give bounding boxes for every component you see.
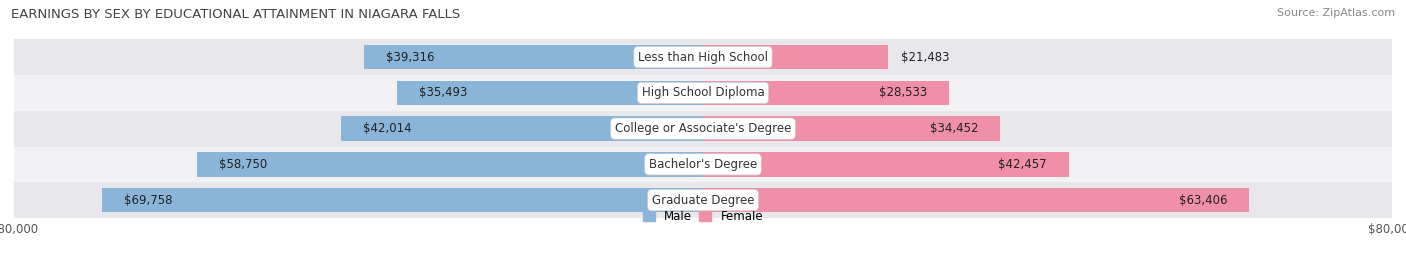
- Bar: [14, 75, 1392, 111]
- Bar: [197, 152, 703, 177]
- Text: $34,452: $34,452: [929, 122, 979, 135]
- Text: $42,457: $42,457: [998, 158, 1047, 171]
- Text: $28,533: $28,533: [879, 86, 927, 99]
- Text: $63,406: $63,406: [1180, 193, 1227, 207]
- Text: Source: ZipAtlas.com: Source: ZipAtlas.com: [1277, 8, 1395, 18]
- Text: $39,316: $39,316: [387, 51, 434, 64]
- Bar: [14, 39, 1392, 75]
- Bar: [703, 81, 949, 105]
- Text: $21,483: $21,483: [901, 51, 949, 64]
- Legend: Male, Female: Male, Female: [643, 210, 763, 223]
- Text: Less than High School: Less than High School: [638, 51, 768, 64]
- Text: $35,493: $35,493: [419, 86, 467, 99]
- Text: EARNINGS BY SEX BY EDUCATIONAL ATTAINMENT IN NIAGARA FALLS: EARNINGS BY SEX BY EDUCATIONAL ATTAINMEN…: [11, 8, 461, 21]
- Bar: [703, 117, 1000, 141]
- Text: Bachelor's Degree: Bachelor's Degree: [650, 158, 756, 171]
- Bar: [14, 147, 1392, 182]
- Bar: [703, 45, 889, 69]
- Bar: [103, 188, 703, 212]
- Bar: [398, 81, 703, 105]
- Bar: [342, 117, 703, 141]
- Text: $58,750: $58,750: [218, 158, 267, 171]
- Bar: [14, 111, 1392, 147]
- Text: College or Associate's Degree: College or Associate's Degree: [614, 122, 792, 135]
- Text: $42,014: $42,014: [363, 122, 412, 135]
- Text: $69,758: $69,758: [124, 193, 173, 207]
- Bar: [703, 188, 1249, 212]
- Bar: [14, 182, 1392, 218]
- Text: Graduate Degree: Graduate Degree: [652, 193, 754, 207]
- Bar: [364, 45, 703, 69]
- Text: High School Diploma: High School Diploma: [641, 86, 765, 99]
- Bar: [703, 152, 1069, 177]
